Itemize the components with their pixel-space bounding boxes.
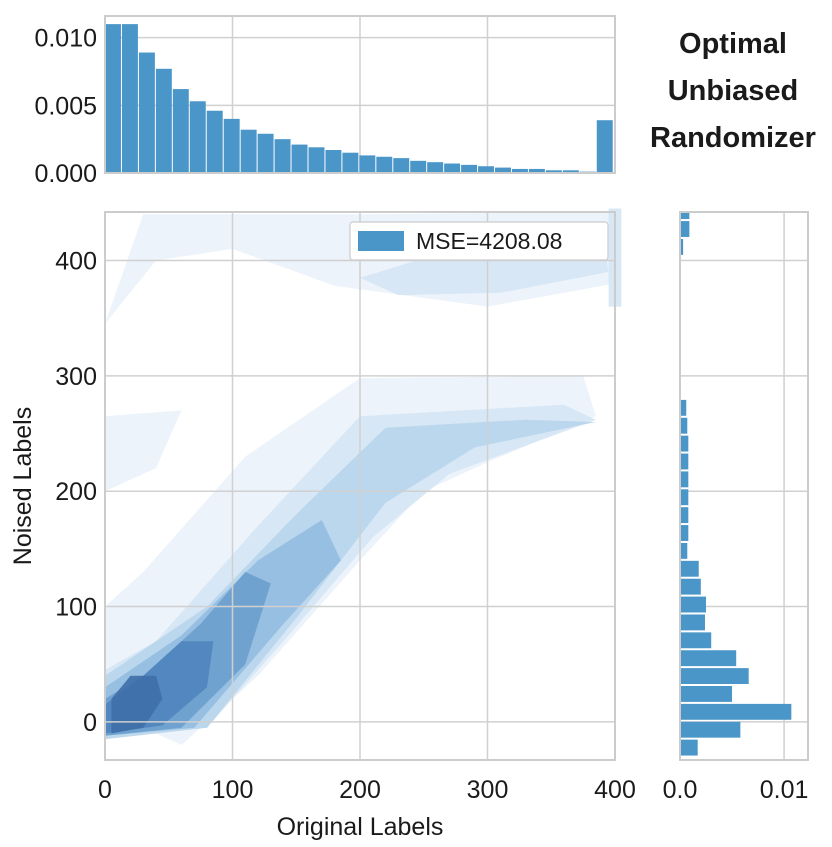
- right-hist-bar-17: [680, 435, 689, 452]
- joint-density-plot: 0 100 200 300 400 0 100 200 300 400 Original Label…: [9, 208, 636, 841]
- figure-title: Optimal Unbiased Randomizer: [650, 28, 816, 154]
- top-hist-bar-0: [105, 24, 121, 173]
- top-hist-bar-27: [562, 170, 579, 173]
- joint-ytick-label: 400: [55, 247, 97, 275]
- top-hist-bar-24: [511, 168, 528, 173]
- top-hist-bar-23: [495, 167, 511, 173]
- right-hist-bar-1: [680, 721, 741, 738]
- right-hist-bar-30: [680, 213, 690, 220]
- joint-xtick-label: 300: [467, 776, 509, 804]
- title-line-3: Randomizer: [650, 122, 816, 154]
- top-hist-bar-21: [461, 164, 478, 173]
- top-hist-bar-6: [206, 110, 223, 173]
- joint-xtick-label: 0: [98, 776, 112, 804]
- top-ytick-label: 0.005: [34, 92, 97, 120]
- right-hist-bar-15: [680, 471, 689, 488]
- top-ytick-label: 0.000: [34, 160, 97, 188]
- joint-xtick-label: 200: [339, 776, 381, 804]
- top-hist-bar-20: [444, 163, 461, 173]
- right-hist-bar-19: [680, 399, 687, 416]
- right-hist-bar-3: [680, 686, 733, 702]
- right-marginal-histogram: 0.0 0.01: [663, 211, 809, 804]
- top-hist-bar-7: [223, 118, 240, 173]
- top-hist-bar-1: [121, 24, 138, 173]
- joint-xtick-label: 400: [594, 776, 636, 804]
- right-hist-bar-7: [680, 614, 705, 631]
- top-hist-bar-8: [240, 129, 257, 173]
- right-hist-bar-4: [680, 668, 749, 685]
- right-hist-bar-10: [680, 560, 699, 577]
- title-line-1: Optimal: [679, 28, 787, 60]
- right-hist-bar-11: [680, 542, 688, 559]
- right-hist-bar-6: [680, 632, 712, 649]
- legend: MSE=4208.08: [349, 221, 609, 261]
- right-hist-bar-0: [680, 739, 698, 756]
- density-region-level-6: [111, 675, 163, 734]
- joint-xtick-label: 100: [212, 776, 254, 804]
- top-hist-bar-22: [478, 166, 495, 173]
- top-hist-bar-29: [596, 120, 613, 173]
- legend-label: MSE=4208.08: [416, 228, 562, 254]
- top-hist-bar-14: [342, 152, 359, 173]
- top-hist-bar-5: [189, 101, 206, 173]
- right-hist-bar-29: [680, 221, 690, 237]
- x-axis-label: Original Labels: [277, 813, 444, 841]
- joint-ytick-label: 300: [55, 363, 97, 391]
- right-hist-bar-16: [680, 453, 689, 470]
- top-hist-bar-9: [257, 133, 274, 173]
- right-hist-bar-5: [680, 650, 737, 667]
- right-xtick-label: 0.01: [760, 776, 809, 804]
- top-hist-bar-11: [291, 144, 308, 173]
- right-frame: [679, 211, 809, 761]
- right-hist-bar-28: [680, 238, 684, 255]
- right-hist-bar-9: [680, 578, 701, 595]
- right-xtick-label: 0.0: [663, 776, 698, 804]
- top-hist-bar-18: [410, 160, 427, 173]
- density-region-level-0: [105, 410, 182, 492]
- top-ytick-label: 0.010: [34, 25, 97, 53]
- right-hist-bar-8: [680, 596, 707, 613]
- top-hist-bar-17: [393, 158, 410, 173]
- right-hist-bar-12: [680, 525, 689, 541]
- right-hist-bar-2: [680, 703, 792, 720]
- top-hist-bar-19: [427, 162, 444, 173]
- joint-frame: [104, 211, 616, 761]
- top-hist-bar-15: [359, 155, 376, 173]
- joint-ytick-label: 200: [55, 478, 97, 506]
- right-bars: [680, 213, 792, 756]
- top-marginal-histogram: 0.000 0.005 0.010: [34, 15, 616, 188]
- top-hist-bar-4: [172, 89, 189, 173]
- title-line-2: Unbiased: [668, 75, 799, 107]
- legend-swatch: [358, 231, 404, 251]
- right-hist-bar-14: [680, 489, 689, 506]
- top-hist-bar-25: [528, 168, 545, 173]
- top-hist-bar-3: [155, 68, 172, 173]
- top-hist-bar-13: [325, 149, 342, 173]
- top-hist-bar-26: [545, 170, 562, 173]
- top-hist-bar-16: [376, 156, 393, 173]
- top-hist-bar-12: [308, 147, 325, 173]
- top-frame: [104, 15, 616, 174]
- top-bars: [105, 24, 613, 173]
- y-axis-label: Noised Labels: [9, 407, 37, 565]
- joint-ytick-label: 100: [55, 594, 97, 622]
- top-hist-bar-2: [138, 52, 155, 173]
- right-hist-bar-13: [680, 507, 689, 524]
- right-hist-bar-18: [680, 417, 688, 434]
- legend-box: [349, 221, 609, 261]
- top-hist-bar-10: [274, 139, 291, 173]
- joint-ytick-label: 0: [83, 709, 97, 737]
- joint-gridlines: [105, 212, 615, 760]
